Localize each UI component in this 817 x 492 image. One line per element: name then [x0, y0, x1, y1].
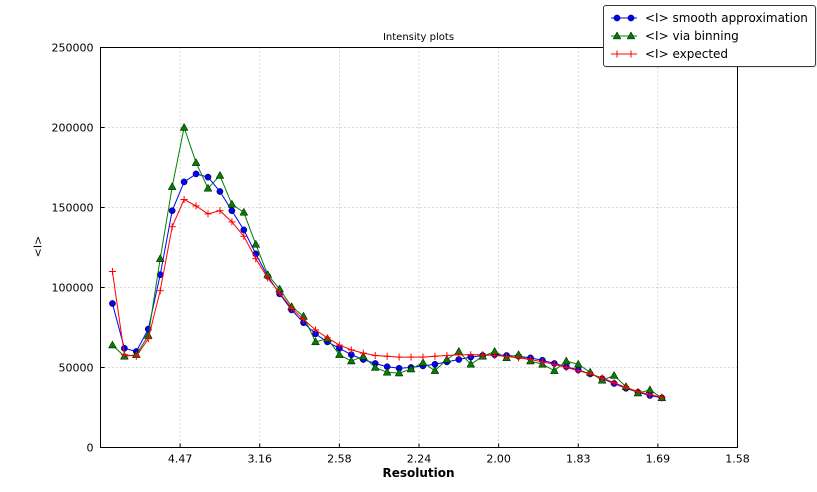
- x-tick-label: 2.00: [486, 453, 511, 466]
- y-tick-label: 200000: [52, 122, 94, 135]
- x-tick-label: 2.58: [327, 453, 352, 466]
- y-axis-label: <I>: [31, 235, 45, 258]
- legend-item-smooth-approximation: <I> smooth approximation: [609, 9, 808, 27]
- legend-label: <I> expected: [645, 47, 729, 61]
- chart-title: Intensity plots: [382, 32, 455, 43]
- y-tick-label: 100000: [52, 282, 94, 295]
- legend-marker-circle-icon: [611, 14, 637, 22]
- legend-item-via-binning: <I> via binning: [609, 27, 808, 45]
- y-tick-label: 150000: [52, 202, 94, 215]
- y-tick-label: 50000: [59, 362, 94, 375]
- legend-label: <I> via binning: [645, 29, 739, 43]
- legend-marker-triangle-icon: [611, 31, 637, 40]
- x-tick-label: 4.47: [168, 453, 193, 466]
- series-1: [108, 122, 667, 402]
- series-2: [108, 196, 666, 401]
- x-tick-label: 1.83: [566, 453, 591, 466]
- legend-marker-plus-icon: [611, 50, 637, 58]
- axis-ticks: 4.47 3.16 2.58 2.24 2.00 1.83 1.69 1.58 0 50000 10…: [52, 42, 750, 466]
- legend: <I> smooth approximation <I> via binning…: [603, 5, 816, 67]
- legend-label: <I> smooth approximation: [645, 11, 808, 25]
- gridlines: [100, 47, 738, 448]
- x-tick-label: 1.58: [725, 453, 750, 466]
- legend-item-expected: <I> expected: [609, 45, 808, 63]
- x-tick-label: 3.16: [248, 453, 273, 466]
- y-tick-label: 250000: [52, 42, 94, 55]
- x-tick-label: 2.24: [407, 453, 432, 466]
- y-tick-label: 0: [87, 442, 94, 455]
- x-tick-label: 1.69: [646, 453, 671, 466]
- x-axis-label: Resolution: [382, 466, 455, 480]
